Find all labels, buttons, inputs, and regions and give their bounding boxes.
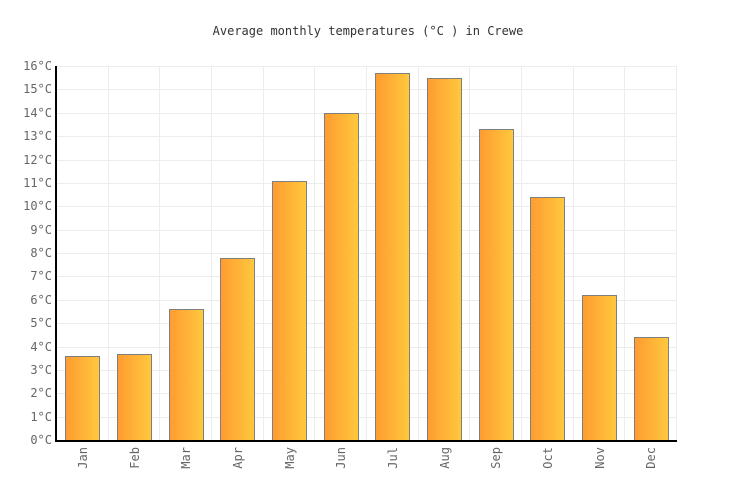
bar-nov	[582, 295, 617, 440]
bar-may	[272, 180, 307, 440]
x-label-aug: Aug	[437, 447, 452, 469]
bar-sep	[478, 129, 514, 440]
y-label-2: 2°C	[30, 386, 52, 401]
x-label-dec: Dec	[644, 447, 659, 469]
y-label-0: 0°C	[30, 433, 52, 447]
bar-oct	[530, 196, 566, 440]
plot-area	[57, 66, 677, 440]
bar-jul	[375, 73, 411, 440]
h-gridline-8	[57, 253, 677, 254]
h-gridline-10	[57, 206, 677, 208]
h-gridline-1	[57, 416, 677, 418]
h-gridline-16	[57, 66, 677, 67]
h-gridline-6	[57, 299, 677, 301]
x-label-apr: Apr	[230, 447, 245, 469]
v-gridline-10	[573, 66, 574, 440]
x-label-jul: Jul	[385, 447, 400, 469]
v-gridline-12	[676, 66, 677, 440]
bar-aug	[427, 77, 462, 440]
y-label-9: 9°C	[30, 222, 52, 237]
y-label-4: 4°C	[30, 339, 52, 354]
y-label-1: 1°C	[30, 409, 52, 424]
v-gridline-4	[263, 66, 264, 440]
y-label-5: 5°C	[30, 316, 52, 331]
v-gridline-6	[366, 66, 367, 440]
v-gridline-5	[314, 66, 315, 440]
y-label-8: 8°C	[30, 246, 52, 260]
x-label-oct: Oct	[540, 447, 555, 469]
bar-jun	[323, 112, 359, 440]
y-label-14: 14°C	[23, 105, 52, 120]
h-gridline-9	[57, 229, 677, 231]
v-gridline-1	[108, 66, 109, 440]
v-gridline-7	[418, 66, 419, 440]
y-label-12: 12°C	[23, 152, 52, 167]
h-gridline-13	[57, 136, 677, 138]
h-gridline-3	[57, 369, 677, 371]
bar-mar	[168, 309, 204, 440]
y-axis-line	[55, 66, 57, 442]
v-gridline-11	[624, 66, 625, 440]
h-gridline-14	[57, 112, 677, 114]
y-label-3: 3°C	[30, 362, 52, 377]
y-label-15: 15°C	[23, 82, 52, 97]
y-label-16: 16°C	[23, 59, 52, 73]
x-label-nov: Nov	[592, 447, 607, 469]
x-label-sep: Sep	[489, 447, 504, 469]
x-label-mar: Mar	[179, 447, 194, 469]
bar-dec	[633, 337, 669, 440]
bar-feb	[117, 353, 152, 440]
y-label-13: 13°C	[23, 129, 52, 144]
x-label-feb: Feb	[127, 447, 142, 469]
h-gridline-11	[57, 182, 677, 184]
x-label-jan: Jan	[75, 447, 90, 469]
h-gridline-7	[57, 276, 677, 278]
h-gridline-5	[57, 323, 677, 325]
v-gridline-3	[211, 66, 212, 440]
x-axis-line	[55, 440, 677, 442]
h-gridline-12	[57, 159, 677, 161]
v-gridline-2	[159, 66, 160, 440]
x-label-jun: Jun	[334, 447, 349, 469]
bar-apr	[220, 257, 256, 440]
h-gridline-4	[57, 346, 677, 348]
y-label-11: 11°C	[23, 175, 52, 190]
bar-jan	[65, 355, 101, 440]
v-gridline-8	[469, 66, 470, 440]
x-label-may: May	[282, 447, 297, 469]
y-label-7: 7°C	[30, 269, 52, 284]
h-gridline-2	[57, 393, 677, 395]
y-label-6: 6°C	[30, 292, 52, 307]
v-gridline-9	[521, 66, 522, 440]
chart-title: Average monthly temperatures (°C ) in Cr…	[212, 24, 524, 38]
y-label-10: 10°C	[23, 199, 52, 214]
h-gridline-15	[57, 89, 677, 91]
